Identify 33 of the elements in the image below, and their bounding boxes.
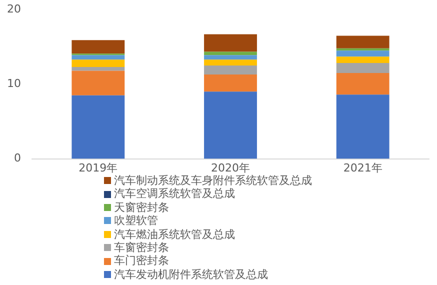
y-tick-label: 0 <box>14 152 21 165</box>
legend-label: 汽车制动系统及车身附件系统软管及总成 <box>114 174 312 188</box>
bar <box>72 40 125 54</box>
y-tick-label: 20 <box>6 2 21 16</box>
legend-label: 汽车空调系统软管及总成 <box>114 187 235 201</box>
bar <box>336 62 390 74</box>
bar <box>336 94 390 159</box>
y-tick-label: 10 <box>6 77 21 90</box>
bar <box>336 36 390 48</box>
bar <box>72 70 125 96</box>
bar <box>336 73 390 95</box>
bar <box>204 60 257 66</box>
legend-label: 天窗密封条 <box>114 200 169 214</box>
bar <box>72 55 125 60</box>
x-tick-label: 2021年 <box>343 161 382 174</box>
bar <box>204 74 257 92</box>
bar <box>204 55 257 60</box>
bar <box>336 50 390 57</box>
bar <box>72 67 125 71</box>
legend-label: 吹塑软管 <box>114 214 158 228</box>
bar <box>72 60 125 68</box>
legend-label: 汽车燃油系统软管及总成 <box>114 228 235 242</box>
bar <box>204 52 257 56</box>
legend-label: 车窗密封条 <box>114 241 169 254</box>
bar <box>204 66 257 74</box>
bar <box>72 95 125 159</box>
x-tick-label: 2019年 <box>78 161 118 174</box>
legend-label: 汽车发动机附件系统软管及总成 <box>114 268 268 282</box>
bar <box>204 92 257 159</box>
bar <box>336 56 390 63</box>
x-tick-label: 2020年 <box>211 161 250 174</box>
legend-label: 车门密封条 <box>114 254 169 268</box>
bar <box>204 34 257 52</box>
